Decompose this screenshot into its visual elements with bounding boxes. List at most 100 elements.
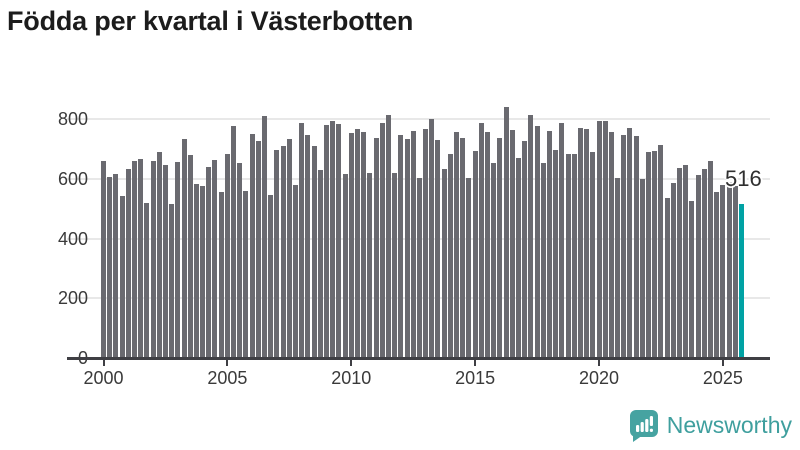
latest-value-label: 516 [725, 166, 762, 191]
newsworthy-brand-text: Newsworthy [666, 412, 792, 438]
bar [255, 141, 261, 358]
x-axis-label-2000: 2000 [83, 368, 124, 388]
newsworthy-logo-icon [629, 410, 658, 442]
bar [497, 137, 503, 358]
x-axis-label-2020: 2020 [578, 368, 620, 388]
bar [584, 129, 590, 358]
bar [348, 132, 354, 358]
x-axis-tick-2005 [226, 359, 229, 366]
bar [119, 195, 125, 358]
bar [559, 123, 565, 358]
bar [528, 114, 534, 358]
bar [169, 203, 175, 358]
bar [472, 151, 478, 358]
bar [404, 139, 410, 358]
bar [410, 130, 416, 358]
bar [515, 158, 521, 358]
bar [596, 120, 602, 358]
bar [379, 123, 385, 358]
bar [385, 114, 391, 358]
bar [485, 131, 491, 358]
bar [633, 135, 639, 358]
bar [212, 159, 218, 358]
y-axis-label-400: 400 [57, 228, 88, 249]
bar [460, 137, 466, 358]
bar [577, 127, 583, 358]
bar [664, 198, 670, 358]
x-axis-tick-2020 [598, 359, 601, 366]
bar [231, 125, 237, 358]
x-axis-line [67, 357, 770, 360]
bar [503, 107, 509, 358]
bar [522, 141, 528, 358]
x-axis-tick-2000 [102, 359, 105, 366]
x-axis-label-2005: 2005 [207, 368, 248, 388]
bar [187, 154, 193, 358]
bar [726, 181, 732, 358]
bar [534, 125, 540, 358]
bar [286, 139, 292, 358]
bar [652, 150, 658, 358]
bar [354, 128, 360, 358]
bar [478, 122, 484, 358]
bar [708, 160, 713, 358]
bar [670, 182, 676, 358]
bar [125, 168, 131, 358]
bar [249, 133, 255, 358]
bar [280, 145, 286, 358]
bar [218, 192, 224, 358]
bar [311, 145, 317, 358]
bar [144, 203, 150, 358]
bar [658, 145, 664, 358]
bar [268, 194, 274, 358]
highlight-bar [738, 203, 744, 358]
bar [441, 169, 447, 358]
bar [367, 172, 373, 358]
bar [162, 164, 168, 358]
bar [293, 184, 298, 358]
y-axis-label-800: 800 [57, 109, 88, 129]
bar [546, 130, 552, 358]
bar [615, 177, 621, 358]
bar [540, 163, 546, 358]
bar [627, 128, 633, 358]
bar [646, 152, 652, 358]
bar [429, 118, 435, 358]
bar [237, 162, 243, 358]
bar [720, 184, 726, 358]
bar [571, 154, 577, 358]
bar [683, 164, 689, 358]
bar [466, 178, 472, 358]
bar [138, 159, 144, 358]
bar [156, 152, 162, 358]
bar [602, 120, 608, 358]
bar [639, 179, 645, 358]
bar [305, 135, 311, 358]
newsworthy-brand[interactable]: Newsworthy [629, 409, 792, 442]
x-axis-label-2025: 2025 [702, 368, 743, 388]
bar [398, 134, 404, 358]
bar [509, 129, 515, 358]
bar [695, 174, 701, 358]
bar [181, 138, 187, 358]
bar [590, 151, 596, 358]
bar [416, 178, 422, 358]
x-axis-label-2015: 2015 [455, 368, 496, 388]
bar [317, 169, 323, 358]
bar [701, 168, 707, 358]
bar [200, 185, 206, 358]
bar [175, 162, 181, 358]
x-axis-tick-2010 [350, 359, 353, 366]
bar [243, 190, 249, 358]
bar [131, 160, 137, 358]
x-axis-tick-2015 [474, 359, 477, 366]
bar [224, 153, 230, 358]
x-axis-tick-2025 [721, 359, 724, 366]
bar [565, 154, 571, 358]
bar [608, 132, 614, 358]
bar [677, 167, 683, 358]
bar [206, 166, 212, 358]
bar [732, 186, 738, 358]
gridline-800 [67, 118, 770, 120]
bar [262, 116, 268, 358]
